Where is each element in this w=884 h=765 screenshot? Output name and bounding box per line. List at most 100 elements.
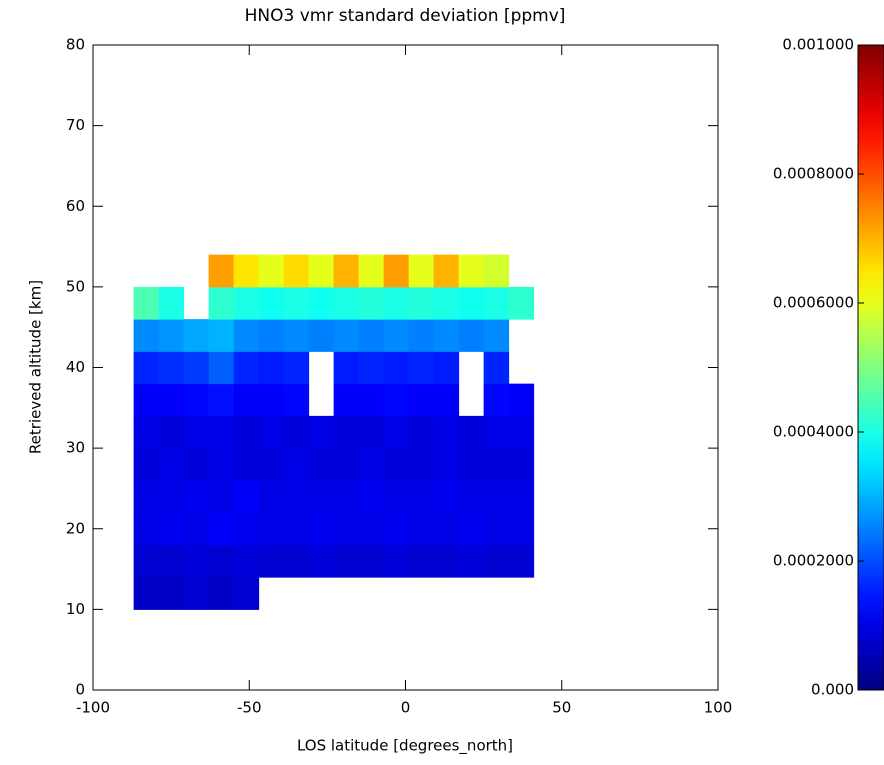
heatmap-cell xyxy=(208,319,235,352)
heatmap-cell xyxy=(358,351,385,385)
heatmap-cell xyxy=(383,286,410,320)
heatmap-cell xyxy=(458,544,485,578)
heatmap-cell xyxy=(133,577,160,610)
heatmap-cell xyxy=(183,351,210,385)
heatmap-cell xyxy=(458,512,485,546)
heatmap-cell xyxy=(458,286,485,320)
heatmap-cell xyxy=(183,415,210,449)
heatmap-cell xyxy=(158,351,185,385)
heatmap-cell xyxy=(408,286,435,320)
colorbar-tick-label: 0.0002000 xyxy=(773,552,854,570)
heatmap-cell xyxy=(333,286,360,320)
heatmap-cell xyxy=(133,351,160,385)
heatmap-cell xyxy=(283,383,310,417)
heatmap-cell xyxy=(483,319,510,352)
heatmap-cell xyxy=(233,512,260,546)
colorbar-tick-label: 0.0006000 xyxy=(773,294,854,312)
heatmap-cell xyxy=(258,383,285,417)
heatmap-cell xyxy=(283,319,310,352)
heatmap-cell xyxy=(208,577,235,610)
heatmap-cell xyxy=(183,448,210,481)
heatmap-cell xyxy=(208,286,235,320)
heatmap-cell xyxy=(383,448,410,481)
heatmap-cell xyxy=(433,480,460,514)
heatmap-cell xyxy=(283,512,310,546)
y-tick-label: 50 xyxy=(66,277,85,295)
heatmap-cell xyxy=(358,448,385,481)
heatmap-cell xyxy=(258,448,285,481)
heatmap-cell xyxy=(183,544,210,578)
heatmap-cell xyxy=(458,254,485,288)
heatmap-cell xyxy=(258,254,285,288)
heatmap-cell xyxy=(133,319,160,352)
heatmap-cell xyxy=(408,383,435,417)
heatmap-cell xyxy=(408,480,435,514)
heatmap-cell xyxy=(283,544,310,578)
heatmap-cell xyxy=(483,544,510,578)
heatmap-cell xyxy=(408,415,435,449)
heatmap-cell xyxy=(208,415,235,449)
heatmap-cell xyxy=(208,383,235,417)
heatmap-cell xyxy=(383,254,410,288)
x-tick-label: -50 xyxy=(237,699,262,717)
heatmap-cell xyxy=(358,319,385,352)
heatmap-cell xyxy=(508,480,535,514)
heatmap-cell xyxy=(283,415,310,449)
colorbar-tick-label: 0.0008000 xyxy=(773,165,854,183)
heatmap-cell xyxy=(133,448,160,481)
heatmap-cell xyxy=(308,254,335,288)
heatmap-cell xyxy=(433,383,460,417)
heatmap-cell xyxy=(183,480,210,514)
heatmap-cell xyxy=(308,319,335,352)
colorbar-tick-label: 0.001000 xyxy=(782,36,854,54)
heatmap-cell xyxy=(258,480,285,514)
heatmap-cell xyxy=(158,480,185,514)
heatmap-cell xyxy=(233,544,260,578)
heatmap-cell xyxy=(333,448,360,481)
heatmap-cell xyxy=(383,351,410,385)
heatmap-cell xyxy=(458,319,485,352)
heatmap-cell xyxy=(358,286,385,320)
heatmap-cell xyxy=(158,448,185,481)
heatmap-cell xyxy=(208,512,235,546)
heatmap-cell xyxy=(233,286,260,320)
heatmap-cell xyxy=(308,415,335,449)
heatmap-cell xyxy=(233,351,260,385)
x-tick-label: 100 xyxy=(704,699,733,717)
heatmap-cell xyxy=(133,415,160,449)
heatmap-cell xyxy=(283,286,310,320)
heatmap-cell xyxy=(283,254,310,288)
heatmap-cell xyxy=(233,319,260,352)
heatmap-cell xyxy=(433,544,460,578)
heatmap-cell xyxy=(258,544,285,578)
heatmap-cell xyxy=(308,448,335,481)
heatmap-cell xyxy=(158,512,185,546)
heatmap-cell xyxy=(333,383,360,417)
heatmap-cell xyxy=(233,480,260,514)
heatmap-cell xyxy=(158,319,185,352)
heatmap-cell xyxy=(508,512,535,546)
heatmap-cell xyxy=(333,254,360,288)
heatmap-cell xyxy=(358,480,385,514)
heatmap-cell xyxy=(308,480,335,514)
y-tick-label: 10 xyxy=(66,600,85,618)
x-tick-label: 50 xyxy=(552,699,571,717)
colorbar-tick-label: 0.000 xyxy=(811,681,854,699)
heatmap-cell xyxy=(333,351,360,385)
heatmap-cell xyxy=(433,415,460,449)
colorbar-tick-label: 0.0004000 xyxy=(773,423,854,441)
heatmap-cell xyxy=(208,480,235,514)
heatmap-cell xyxy=(158,577,185,610)
heatmap-cell xyxy=(258,351,285,385)
colorbar xyxy=(857,44,884,691)
heatmap-cell xyxy=(233,415,260,449)
heatmap-cell xyxy=(358,544,385,578)
heatmap-cell xyxy=(483,351,510,385)
y-tick-label: 20 xyxy=(66,519,85,537)
heatmap-cell xyxy=(333,480,360,514)
heatmap-cell xyxy=(258,415,285,449)
heatmap-cell xyxy=(333,544,360,578)
heatmap-cell xyxy=(383,512,410,546)
